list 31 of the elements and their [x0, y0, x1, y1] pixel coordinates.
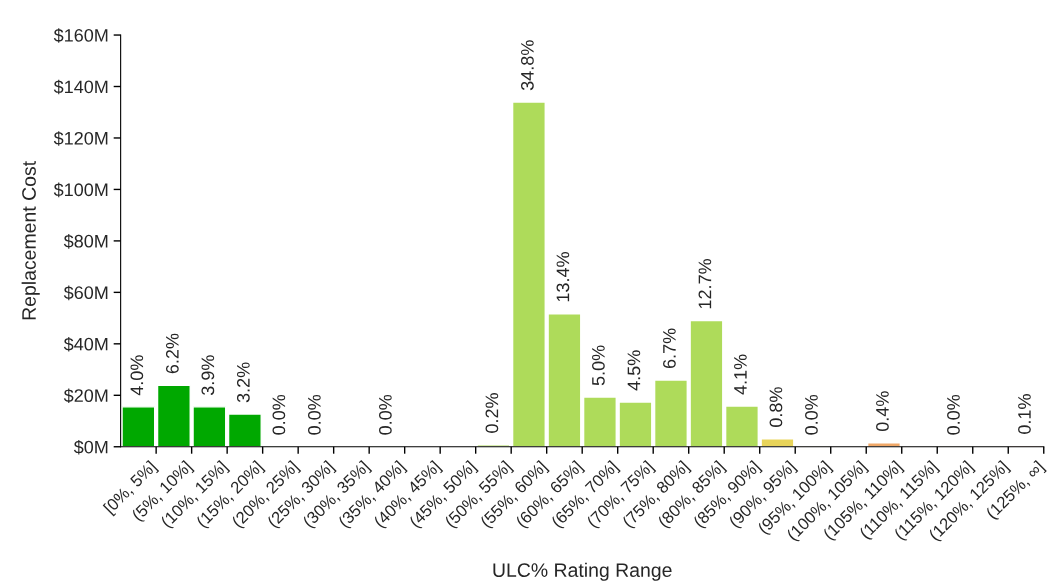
annotation: 6.7%: [663, 328, 676, 369]
annotation: 5.0%: [592, 345, 605, 386]
y-axis-title: Replacement Cost: [21, 161, 40, 320]
y-tick-label: $40M: [63, 337, 108, 352]
annotation: 3.9%: [201, 355, 215, 396]
y-tick-label: $120M: [53, 131, 108, 146]
annotation: 0.1%: [1018, 394, 1031, 434]
annotation: 0.0%: [378, 394, 392, 435]
annotation: 0.0%: [947, 394, 960, 435]
annotation: 0.0%: [272, 394, 286, 435]
x-axis-title: ULC% Rating Range: [493, 562, 672, 581]
y-tick-label: $0M: [73, 439, 108, 455]
y-tick-label: $60M: [63, 285, 108, 301]
annotation: 0.4%: [876, 391, 889, 432]
y-tick-label: $160M: [53, 28, 108, 43]
annotation: 3.2%: [236, 362, 250, 403]
annotation: 4.5%: [627, 350, 641, 391]
annotation: 4.1%: [734, 354, 747, 395]
annotation: 13.4%: [556, 252, 570, 302]
annotation: 0.2%: [485, 393, 499, 433]
annotation: 6.2%: [165, 333, 179, 374]
y-tick-label: $100M: [53, 182, 108, 198]
annotation: 34.8%: [521, 40, 534, 91]
annotation: 4.0%: [130, 355, 144, 396]
y-tick-label: $140M: [53, 79, 108, 95]
y-tick-label: $80M: [63, 234, 108, 249]
annotation: 12.7%: [698, 259, 712, 309]
y-tick-label: $20M: [63, 388, 108, 404]
annotation: 0.8%: [769, 387, 783, 427]
annotation: 0.0%: [805, 394, 818, 435]
annotation: 0.0%: [307, 394, 321, 435]
